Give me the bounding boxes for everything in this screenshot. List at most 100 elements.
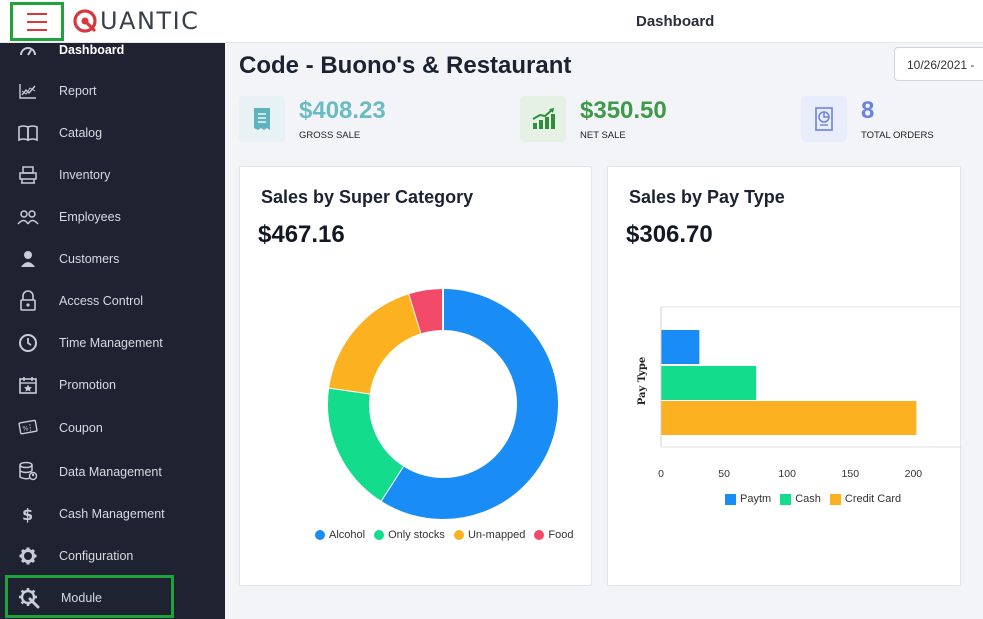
x-tick-label: 100: [778, 468, 796, 480]
brand-logo[interactable]: UANTIC: [72, 7, 199, 35]
sidebar-item-data-management[interactable]: Data Management: [0, 452, 225, 492]
legend-swatch: [453, 530, 464, 540]
total-orders-value: 8: [861, 97, 875, 124]
report-chart-icon: [17, 80, 39, 102]
svg-text:%: %: [23, 425, 29, 433]
customer-person-icon: [17, 248, 39, 270]
legend-item[interactable]: Cash: [780, 493, 821, 505]
legend-label: Food: [548, 529, 574, 541]
legend-swatch: [780, 493, 792, 505]
module-gear-wrench-icon: [18, 587, 40, 609]
total-orders-caption: TOTAL ORDERS: [861, 130, 934, 141]
inventory-pallet-icon: [17, 164, 39, 186]
sidebar-item-time-management[interactable]: Time Management: [0, 323, 225, 363]
card-sales-by-super-category: Sales by Super Category $467.16 Alcohol O…: [239, 166, 592, 586]
donut-slice-only-stocks[interactable]: [328, 387, 404, 501]
hamburger-icon: [27, 12, 47, 31]
legend-item[interactable]: Only stocks: [374, 529, 445, 541]
card-total: $467.16: [258, 221, 345, 248]
sidebar: Dashboard Report Catalog Inventory Emplo…: [0, 43, 225, 619]
sidebar-item-coupon[interactable]: % Coupon: [0, 408, 225, 448]
donut-slice-food[interactable]: [409, 289, 444, 334]
x-tick-label: 0: [658, 468, 664, 480]
net-sale-caption: NET SALE: [580, 130, 626, 141]
sidebar-item-catalog[interactable]: Catalog: [0, 113, 225, 153]
legend-item[interactable]: Paytm: [725, 493, 771, 505]
legend-label: Paytm: [740, 493, 772, 505]
slice-separator: [329, 386, 370, 395]
card-title: Sales by Pay Type: [629, 187, 785, 207]
legend-swatch: [829, 493, 841, 505]
legend-item[interactable]: Credit Card: [829, 493, 902, 505]
hamburger-menu-button[interactable]: [10, 2, 64, 41]
legend-label: Cash: [795, 493, 821, 505]
legend-label: Un-mapped: [467, 529, 526, 541]
clock-icon: [17, 332, 39, 354]
header-title: Dashboard: [636, 13, 715, 30]
sidebar-item-module[interactable]: Module: [0, 578, 225, 618]
module-highlight-box: [5, 575, 174, 618]
x-tick-label: 200: [905, 468, 923, 480]
receipt-icon: [239, 96, 285, 142]
donut-slice-alcohol[interactable]: [380, 289, 558, 519]
dashboard-gauge-icon: [17, 43, 39, 61]
coupon-ticket-icon: %: [17, 417, 39, 439]
calendar-star-icon: [17, 374, 39, 396]
sidebar-item-label: Report: [59, 84, 97, 98]
sidebar-item-customers[interactable]: Customers: [0, 239, 225, 279]
sidebar-item-label: Employees: [59, 210, 121, 224]
sidebar-item-employees[interactable]: Employees: [0, 197, 225, 237]
slice-separator: [408, 293, 423, 334]
legend-swatch: [725, 493, 736, 505]
bar-legend: Paytm Cash Credit Card: [725, 493, 910, 505]
sidebar-item-dashboard[interactable]: Dashboard: [0, 43, 225, 70]
sidebar-item-label: Configuration: [59, 549, 134, 563]
legend-item[interactable]: Un-mapped: [453, 529, 526, 541]
card-sales-by-pay-type: Sales by Pay Type $306.70 05010015020025…: [607, 166, 962, 586]
svg-text:$: $: [22, 505, 33, 524]
legend-swatch: [315, 530, 325, 540]
sidebar-item-cash-management[interactable]: $ Cash Management: [0, 494, 225, 534]
quantic-logo-icon: [73, 9, 97, 33]
catalog-book-icon: [17, 122, 39, 144]
sidebar-item-label: Data Management: [59, 465, 162, 479]
sidebar-item-promotion[interactable]: Promotion: [0, 365, 225, 405]
gear-icon: [17, 545, 39, 567]
bar-cash[interactable]: [661, 366, 757, 400]
legend-item[interactable]: Food: [534, 529, 574, 541]
legend-swatch: [534, 530, 545, 540]
card-total: $306.70: [626, 221, 713, 248]
lock-icon: [17, 290, 39, 312]
legend-label: Alcohol: [329, 529, 366, 541]
card-title: Sales by Super Category: [261, 187, 474, 207]
growth-bars-icon: [520, 96, 566, 142]
sidebar-item-label: Coupon: [59, 421, 103, 435]
sidebar-item-configuration[interactable]: Configuration: [0, 536, 225, 576]
sidebar-item-label: Inventory: [59, 168, 111, 182]
donut-slice-un-mapped[interactable]: [329, 294, 422, 395]
sidebar-item-label: Access Control: [59, 294, 144, 308]
bar-paytm[interactable]: [661, 330, 700, 364]
top-bar: UANTIC Dashboard: [0, 0, 983, 43]
legend-label: Credit Card: [844, 493, 902, 505]
date-range-picker[interactable]: 10/26/2021 -: [894, 47, 983, 81]
pay-type-bar-chart: 050100150200250Pay Type: [637, 306, 962, 480]
x-tick-label: 150: [842, 468, 860, 480]
sidebar-item-label: Cash Management: [59, 507, 165, 521]
database-user-icon: [17, 461, 39, 483]
sidebar-item-report[interactable]: Report: [0, 71, 225, 111]
sidebar-item-label: Customers: [59, 252, 120, 266]
page-title: Code - Buono's & Restaurant: [239, 52, 572, 79]
gross-sale-caption: GROSS SALE: [299, 130, 361, 141]
sidebar-item-label: Module: [61, 591, 102, 605]
sidebar-item-inventory[interactable]: Inventory: [0, 155, 225, 195]
brand-name: UANTIC: [100, 7, 200, 35]
x-tick-label: 50: [718, 468, 730, 480]
bar-credit-card[interactable]: [661, 401, 917, 435]
employees-group-icon: [17, 206, 39, 228]
y-axis-label: Pay Type: [637, 357, 648, 406]
sidebar-item-label: Dashboard: [59, 43, 125, 57]
legend-label: Only stocks: [388, 529, 445, 541]
sidebar-item-access-control[interactable]: Access Control: [0, 281, 225, 321]
legend-item[interactable]: Alcohol: [315, 529, 365, 541]
